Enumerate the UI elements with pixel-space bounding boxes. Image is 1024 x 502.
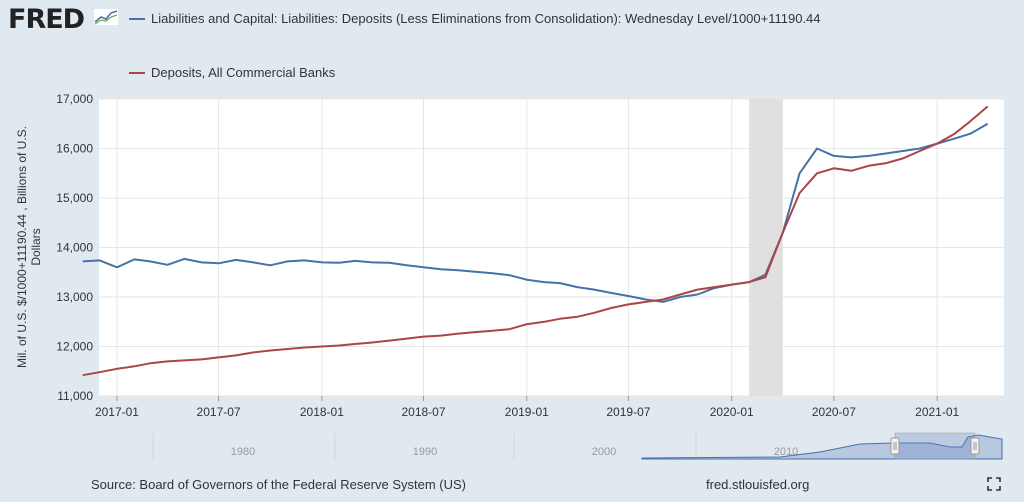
navigator[interactable]: 1980 1990 2000 2010 bbox=[99, 432, 1004, 460]
y-tick-label: 17,000 bbox=[56, 92, 93, 106]
y-tick-label: 15,000 bbox=[56, 191, 93, 205]
x-tick-label: 2019-01 bbox=[505, 405, 549, 419]
navigator-series bbox=[641, 434, 1003, 460]
fullscreen-icon[interactable] bbox=[987, 477, 1001, 491]
fred-url-link[interactable]: fred.stlouisfed.org bbox=[706, 477, 810, 492]
navigator-selected-range[interactable] bbox=[894, 432, 976, 460]
line-chart[interactable]: 11,000 12,000 13,000 14,000 15,000 16,000 17,0… bbox=[0, 0, 1024, 470]
legend-label-series-2: Deposits, All Commercial Banks bbox=[151, 65, 336, 80]
x-tick-label: 2020-07 bbox=[812, 405, 856, 419]
x-tick-label: 2018-07 bbox=[401, 405, 445, 419]
x-tick-label: 2017-01 bbox=[95, 405, 139, 419]
legend-label-series-1: Liabilities and Capital: Liabilities: De… bbox=[151, 11, 821, 26]
fred-logo[interactable]: FRED bbox=[8, 4, 85, 35]
x-tick-label: 2019-07 bbox=[606, 405, 650, 419]
legend-swatch-series-2 bbox=[129, 71, 145, 74]
legend-item-series-1[interactable]: Liabilities and Capital: Liabilities: De… bbox=[129, 11, 821, 26]
y-tick-label: 11,000 bbox=[57, 389, 93, 403]
navigator-tick-label: 2000 bbox=[592, 446, 616, 458]
series-line-1[interactable] bbox=[82, 122, 989, 303]
series-line-2[interactable] bbox=[82, 105, 989, 377]
x-tick-label: 2021-01 bbox=[915, 405, 959, 419]
legend-swatch-series-1 bbox=[129, 17, 145, 20]
y-tick-label: 14,000 bbox=[56, 241, 93, 255]
x-tick-label: 2017-07 bbox=[197, 405, 241, 419]
fred-logo-graph-icon bbox=[93, 8, 119, 26]
y-tick-label: 12,000 bbox=[56, 340, 93, 354]
navigator-handle-left[interactable] bbox=[890, 437, 900, 455]
navigator-tick-label: 1980 bbox=[231, 446, 255, 458]
y-tick-label: 13,000 bbox=[56, 290, 93, 304]
x-tick-label: 2018-01 bbox=[300, 405, 344, 419]
y-tick-label: 16,000 bbox=[56, 142, 93, 156]
navigator-handle-right[interactable] bbox=[970, 437, 980, 455]
navigator-tick-label: 1990 bbox=[413, 446, 437, 458]
legend-item-series-2[interactable]: Deposits, All Commercial Banks bbox=[129, 65, 335, 80]
x-tick-label: 2020-01 bbox=[710, 405, 754, 419]
y-axis-label: Mil. of U.S. $/1000+11190.44 , Billions … bbox=[15, 126, 43, 368]
source-credit: Source: Board of Governors of the Federa… bbox=[91, 477, 466, 492]
